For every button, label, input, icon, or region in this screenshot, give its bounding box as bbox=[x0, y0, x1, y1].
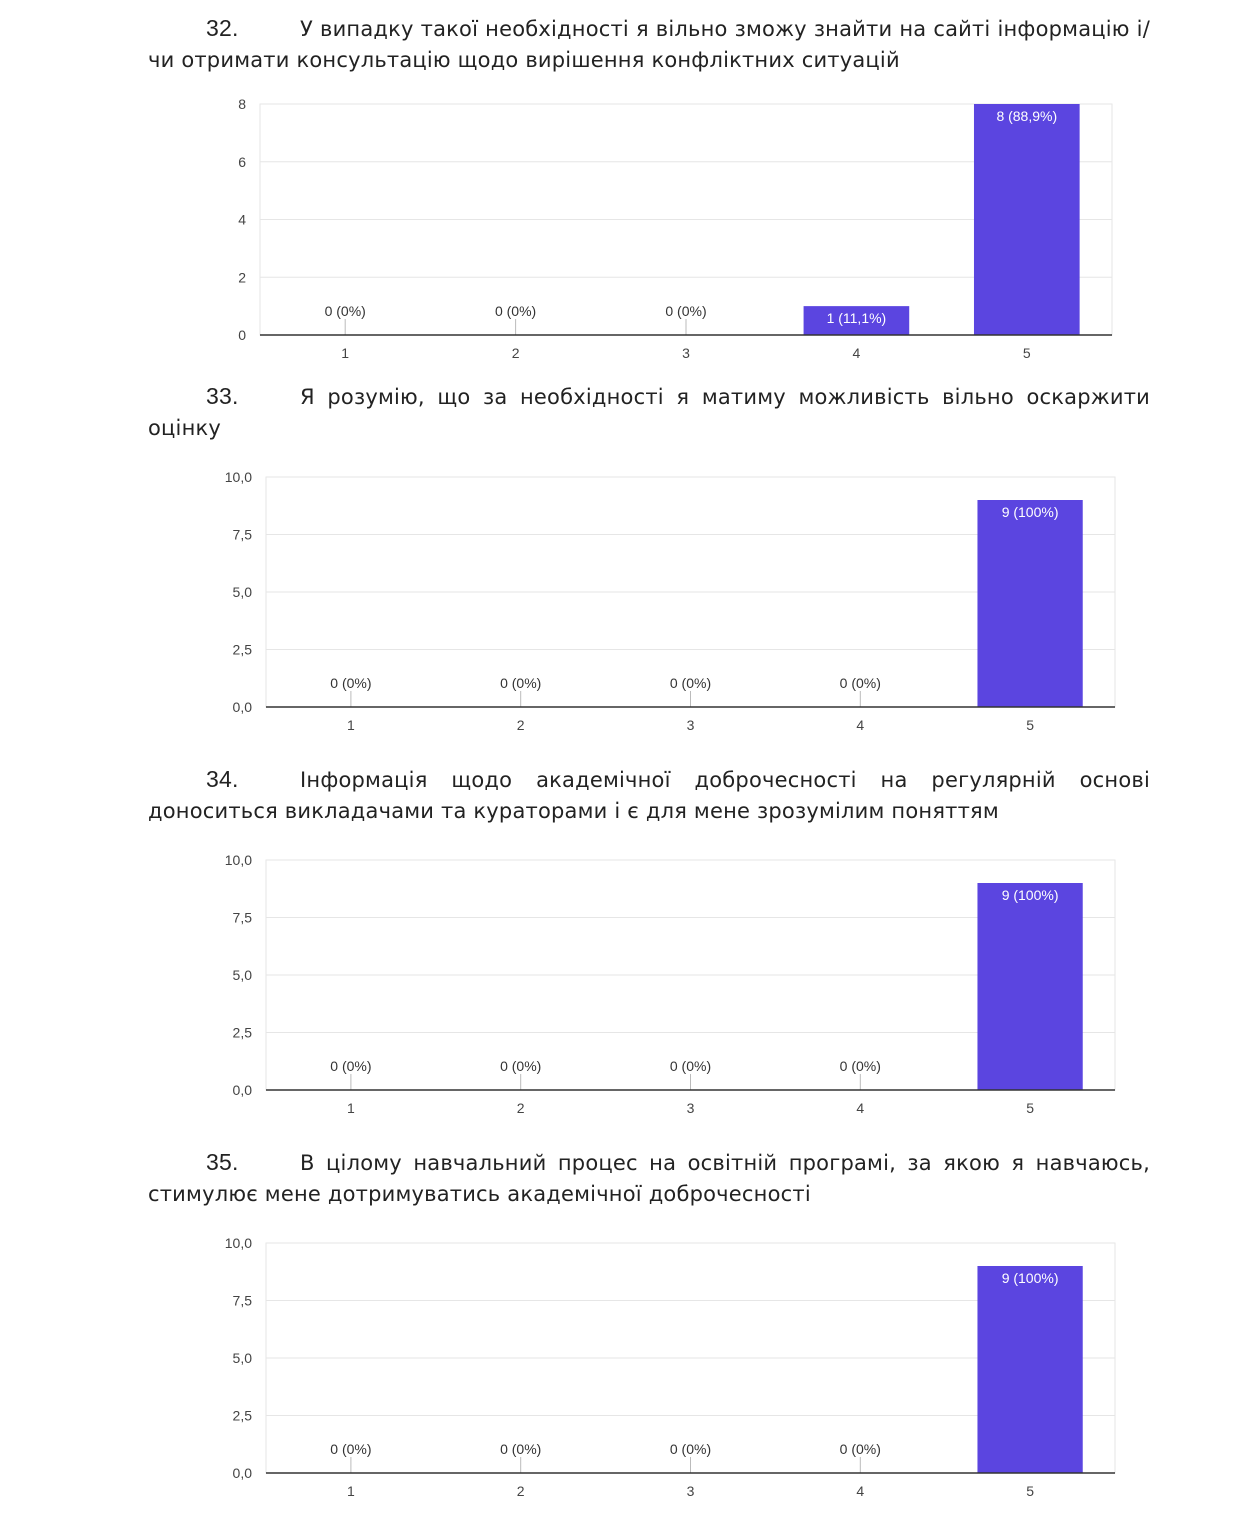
data-label-3: 0 (0%) bbox=[670, 1441, 711, 1457]
bar-5 bbox=[973, 104, 1080, 335]
bar-5 bbox=[977, 1266, 1083, 1473]
x-tick-label: 1 bbox=[341, 345, 349, 361]
x-tick-label: 4 bbox=[856, 717, 864, 733]
y-tick-label: 2 bbox=[238, 269, 246, 285]
bar-chart-34: 0,0 2,5 5,0 7,5 10,0 0 (0%) 1 0 (0%) 2 0 (0%) 3 0 (… bbox=[225, 852, 1116, 1116]
y-tick-label: 5,0 bbox=[233, 1350, 253, 1366]
y-tick-label: 5,0 bbox=[233, 584, 253, 600]
y-tick-label: 5,0 bbox=[233, 967, 253, 983]
x-tick-label: 3 bbox=[687, 1100, 695, 1116]
y-tick-label: 10,0 bbox=[225, 852, 252, 868]
x-tick-label: 5 bbox=[1026, 1483, 1034, 1499]
x-tick-label: 3 bbox=[687, 1483, 695, 1499]
data-label-4: 1 (11,1%) bbox=[827, 310, 887, 326]
x-tick-label: 3 bbox=[687, 717, 695, 733]
x-tick-label: 1 bbox=[347, 1100, 355, 1116]
x-tick-label: 3 bbox=[682, 345, 690, 361]
y-tick-label: 7,5 bbox=[233, 1293, 253, 1309]
question-number: 34. bbox=[206, 766, 239, 792]
question-number: 35. bbox=[206, 1149, 239, 1175]
data-label-2: 0 (0%) bbox=[500, 1441, 541, 1457]
bar-chart-35: 0,0 2,5 5,0 7,5 10,0 0 (0%) 1 0 (0%) 2 0 (0%) 3 0 (… bbox=[225, 1235, 1116, 1499]
data-label-1: 0 (0%) bbox=[330, 675, 371, 691]
question-text: Інформація щодо академічної доброчесност… bbox=[148, 768, 1150, 823]
y-tick-label: 4 bbox=[238, 212, 246, 228]
question-text: В цілому навчальний процес на освітній п… bbox=[148, 1151, 1150, 1206]
bar-4 bbox=[803, 306, 910, 335]
x-tick-label: 5 bbox=[1023, 345, 1031, 361]
y-tick-label: 7,5 bbox=[233, 910, 253, 926]
data-label-3: 0 (0%) bbox=[670, 1058, 711, 1074]
data-label-3: 0 (0%) bbox=[670, 675, 711, 691]
y-tick-label: 0,0 bbox=[233, 699, 253, 715]
data-label-4: 0 (0%) bbox=[840, 675, 881, 691]
data-label-5: 8 (88,9%) bbox=[996, 108, 1057, 124]
bar-5 bbox=[977, 500, 1083, 707]
question-text: У випадку такої необхідності я вільно зм… bbox=[148, 17, 1150, 72]
data-label-2: 0 (0%) bbox=[495, 303, 536, 319]
data-label-5: 9 (100%) bbox=[1002, 504, 1059, 520]
question-33: 33. Я розумію, що за необхідності я матим… bbox=[148, 381, 1150, 444]
data-label-5: 9 (100%) bbox=[1002, 1270, 1059, 1286]
y-tick-label: 2,5 bbox=[233, 1025, 253, 1041]
y-tick-label: 2,5 bbox=[233, 642, 253, 658]
question-34: 34. Інформація щодо академічної доброчесн… bbox=[148, 764, 1150, 827]
y-tick-label: 8 bbox=[238, 96, 246, 112]
y-tick-label: 0 bbox=[238, 327, 246, 343]
data-label-5: 9 (100%) bbox=[1002, 887, 1059, 903]
bar-chart-33: 0,0 2,5 5,0 7,5 10,0 0 (0%) 1 0 (0%) 2 0 (0%) 3 0 (… bbox=[225, 469, 1116, 733]
question-number: 33. bbox=[206, 383, 239, 409]
y-tick-label: 0,0 bbox=[233, 1082, 253, 1098]
data-label-1: 0 (0%) bbox=[330, 1441, 371, 1457]
y-tick-label: 10,0 bbox=[225, 1235, 252, 1251]
question-number: 32. bbox=[206, 15, 239, 41]
data-label-4: 0 (0%) bbox=[840, 1058, 881, 1074]
x-tick-label: 2 bbox=[517, 1483, 525, 1499]
bar-chart-32: 0 2 4 6 8 0 (0%) 1 0 (0%) 2 0 (0%) 3 1 (11,1%) 4 8 (8… bbox=[238, 96, 1113, 361]
x-tick-label: 4 bbox=[853, 345, 861, 361]
data-label-1: 0 (0%) bbox=[330, 1058, 371, 1074]
data-label-3: 0 (0%) bbox=[665, 303, 706, 319]
y-tick-label: 6 bbox=[238, 154, 246, 170]
y-tick-label: 10,0 bbox=[225, 469, 252, 485]
x-tick-label: 4 bbox=[856, 1100, 864, 1116]
bar-5 bbox=[977, 883, 1083, 1090]
question-35: 35. В цілому навчальний процес на освітні… bbox=[148, 1147, 1150, 1210]
x-tick-label: 2 bbox=[517, 717, 525, 733]
y-tick-label: 2,5 bbox=[233, 1408, 253, 1424]
data-label-1: 0 (0%) bbox=[325, 303, 366, 319]
question-32: 32. У випадку такої необхідності я вільно… bbox=[148, 13, 1150, 76]
x-tick-label: 5 bbox=[1026, 1100, 1034, 1116]
x-tick-label: 2 bbox=[512, 345, 520, 361]
x-tick-label: 2 bbox=[517, 1100, 525, 1116]
x-tick-label: 1 bbox=[347, 1483, 355, 1499]
x-tick-label: 1 bbox=[347, 717, 355, 733]
data-label-2: 0 (0%) bbox=[500, 1058, 541, 1074]
x-tick-label: 4 bbox=[856, 1483, 864, 1499]
y-tick-label: 0,0 bbox=[233, 1465, 253, 1481]
question-text: Я розумію, що за необхідності я матиму м… bbox=[148, 385, 1150, 440]
x-tick-label: 5 bbox=[1026, 717, 1034, 733]
y-tick-label: 7,5 bbox=[233, 527, 253, 543]
data-label-2: 0 (0%) bbox=[500, 675, 541, 691]
data-label-4: 0 (0%) bbox=[840, 1441, 881, 1457]
